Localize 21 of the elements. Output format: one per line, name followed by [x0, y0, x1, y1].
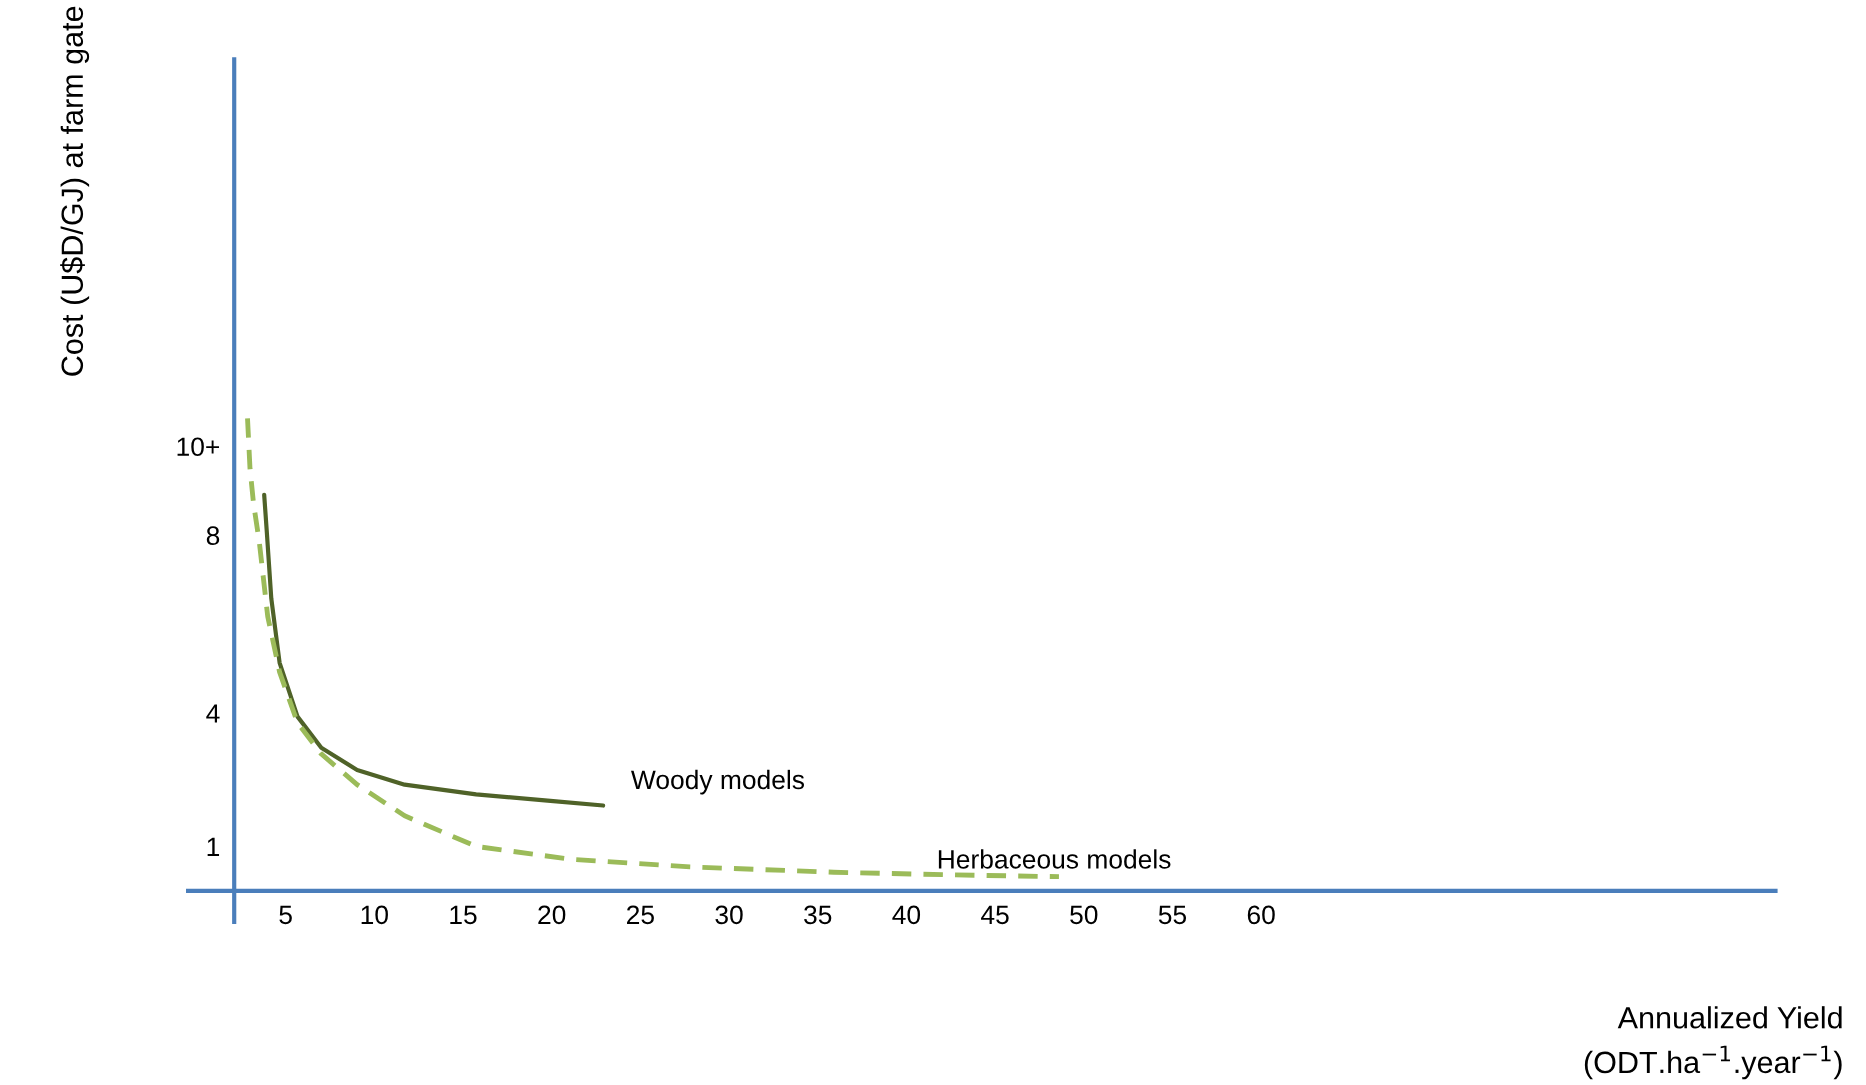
x-tick-label: 15 — [450, 905, 477, 925]
y-tick-label: 1 — [207, 837, 220, 857]
y-axis-title: Cost (U$D/GJ) at farm gate — [60, 6, 90, 376]
x-tick-label: 25 — [627, 905, 654, 925]
x-tick-label: 45 — [981, 905, 1009, 925]
x-tick-label: 5 — [279, 905, 292, 925]
y-tick-label: 4 — [206, 704, 220, 723]
x-tick-label: 60 — [1247, 905, 1275, 925]
series-label: Woody models — [631, 769, 805, 795]
series-label: Herbaceous models — [938, 849, 1171, 869]
x-tick-label: 10 — [361, 905, 388, 925]
line-series — [262, 492, 606, 808]
x-tick-label: 35 — [804, 905, 832, 925]
x-tick-label: 30 — [715, 905, 743, 925]
y-tick-label: 8 — [206, 526, 220, 546]
x-tick-label: 20 — [538, 905, 566, 925]
x-axis-title: Annualized Yield (ODT.ha$^{−1}$.year$^{−1}$) — [1584, 1006, 1842, 1080]
x-tick-label: 40 — [892, 905, 921, 925]
x-tick-label: 50 — [1070, 905, 1098, 925]
x-tick-label: 55 — [1158, 905, 1187, 925]
y-tick-label: 10+ — [177, 437, 220, 457]
